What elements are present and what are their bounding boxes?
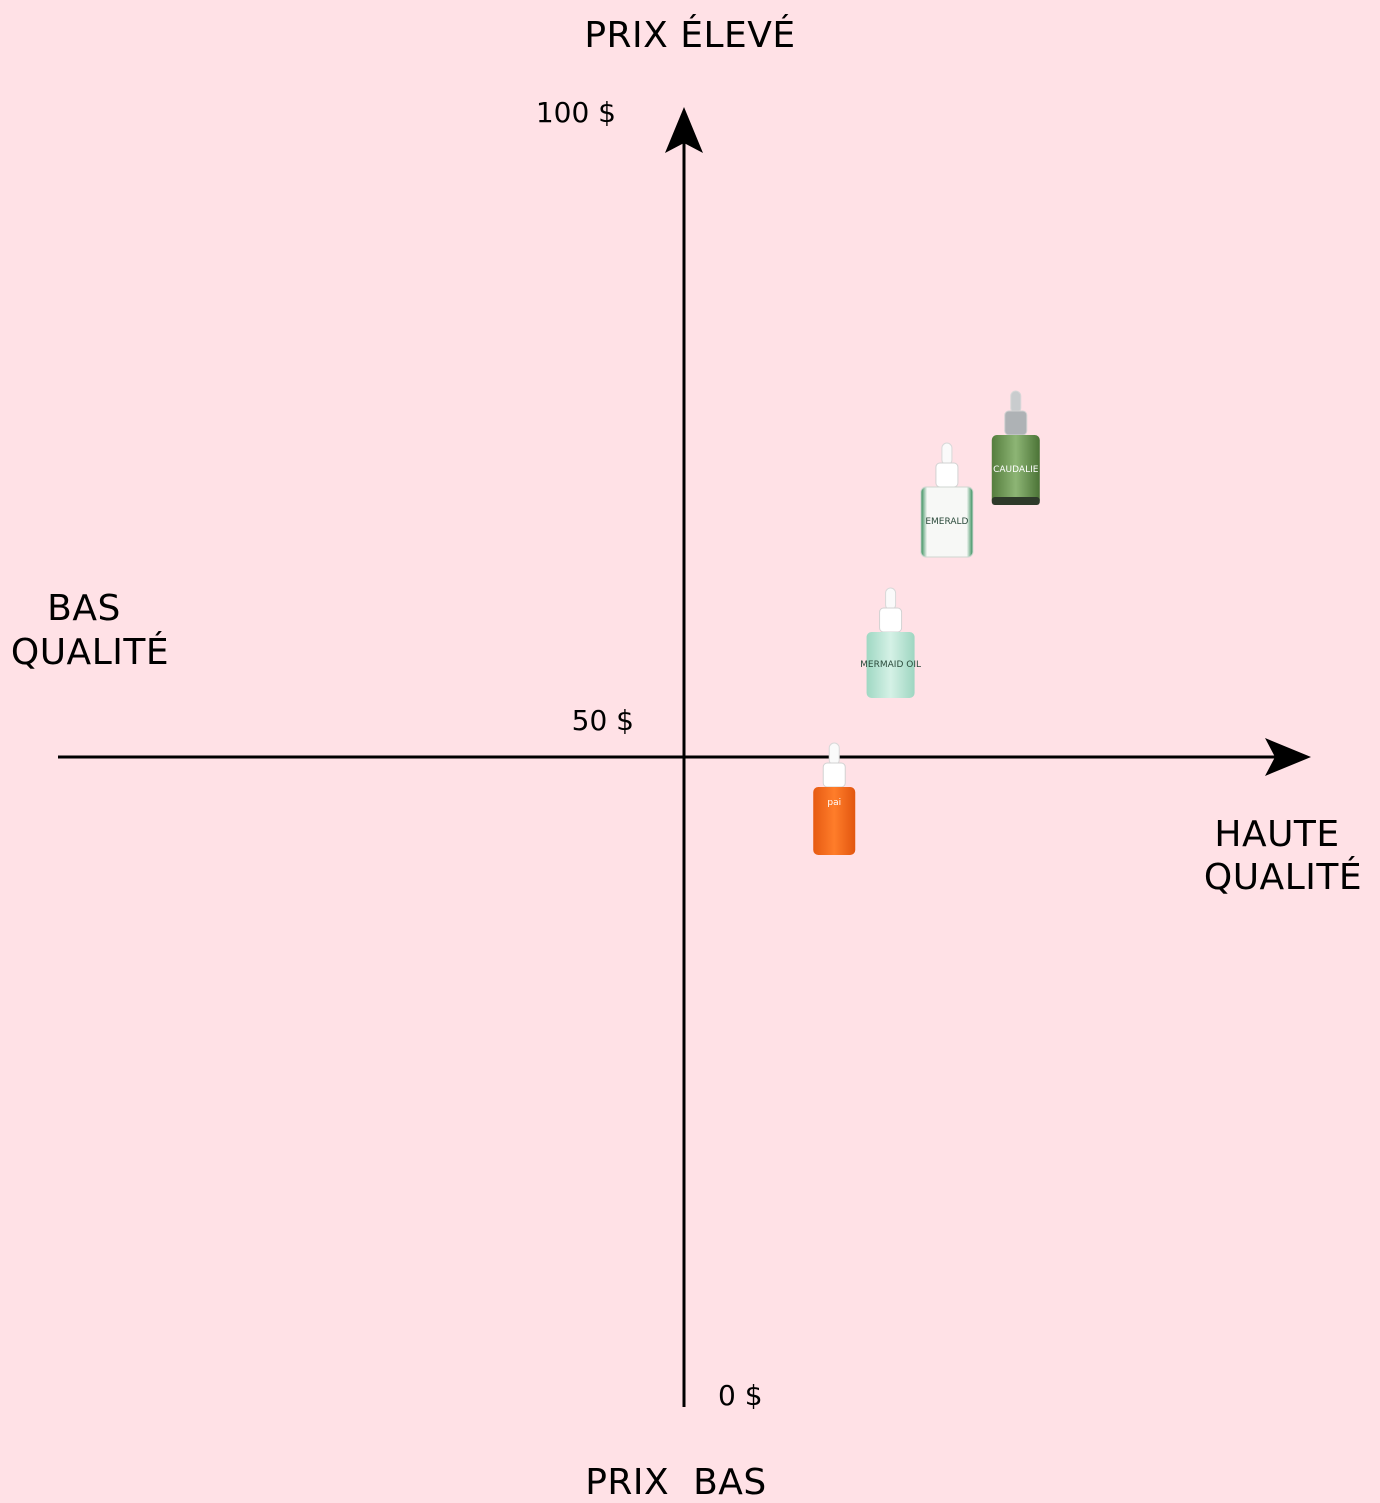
bottle-dropper-bulb xyxy=(1010,390,1022,414)
bottle-label: CAUDALIE xyxy=(993,465,1039,475)
product-marker-pai: pai xyxy=(813,742,856,855)
bottle-label: MERMAID OIL xyxy=(860,660,921,670)
bottle-collar xyxy=(879,607,903,633)
x-axis xyxy=(58,738,1311,776)
bottle-dropper-bulb xyxy=(828,742,840,766)
bottle-collar xyxy=(1004,410,1028,436)
y-tick-0: 0 $ xyxy=(718,1379,763,1412)
x-axis-left-label-line2: QUALITÉ xyxy=(11,631,169,673)
product-marker-mermaid-oil: MERMAID OIL xyxy=(860,587,921,698)
bottle-collar xyxy=(935,462,959,488)
y-axis-bottom-label: PRIX BAS xyxy=(585,1462,767,1503)
product-marker-caudalie: CAUDALIE xyxy=(991,390,1040,505)
x-axis-arrow xyxy=(1265,738,1311,776)
y-tick-50: 50 $ xyxy=(572,704,634,737)
x-axis-right-label-line2: QUALITÉ xyxy=(1204,856,1362,898)
y-tick-100: 100 $ xyxy=(536,96,616,129)
bottle-collar xyxy=(822,762,846,788)
x-axis-left-label-line1: BAS xyxy=(47,588,121,629)
x-axis-right-label: HAUTE QUALITÉ xyxy=(1204,814,1362,898)
x-axis-right-label-line1: HAUTE xyxy=(1214,814,1339,855)
y-axis-top-label: PRIX ÉLEVÉ xyxy=(584,14,795,56)
x-axis-left-label: BAS QUALITÉ xyxy=(11,588,169,673)
bottle-body xyxy=(813,787,856,855)
bottle-base xyxy=(991,497,1040,505)
product-marker-emerald: EMERALD xyxy=(920,442,974,558)
bottle-body xyxy=(920,486,974,558)
bottle-body xyxy=(991,435,1040,505)
y-axis xyxy=(665,107,703,1407)
bottle-dropper-bulb xyxy=(941,442,953,466)
bottle-label: pai xyxy=(827,798,841,808)
bottle-body xyxy=(866,632,915,698)
product-points: pai MERMAID OIL EMERALD CAUDALIE xyxy=(813,390,1040,855)
bottle-label: EMERALD xyxy=(925,517,968,527)
bottle-dropper-bulb xyxy=(885,587,897,611)
y-axis-arrow xyxy=(665,107,703,153)
